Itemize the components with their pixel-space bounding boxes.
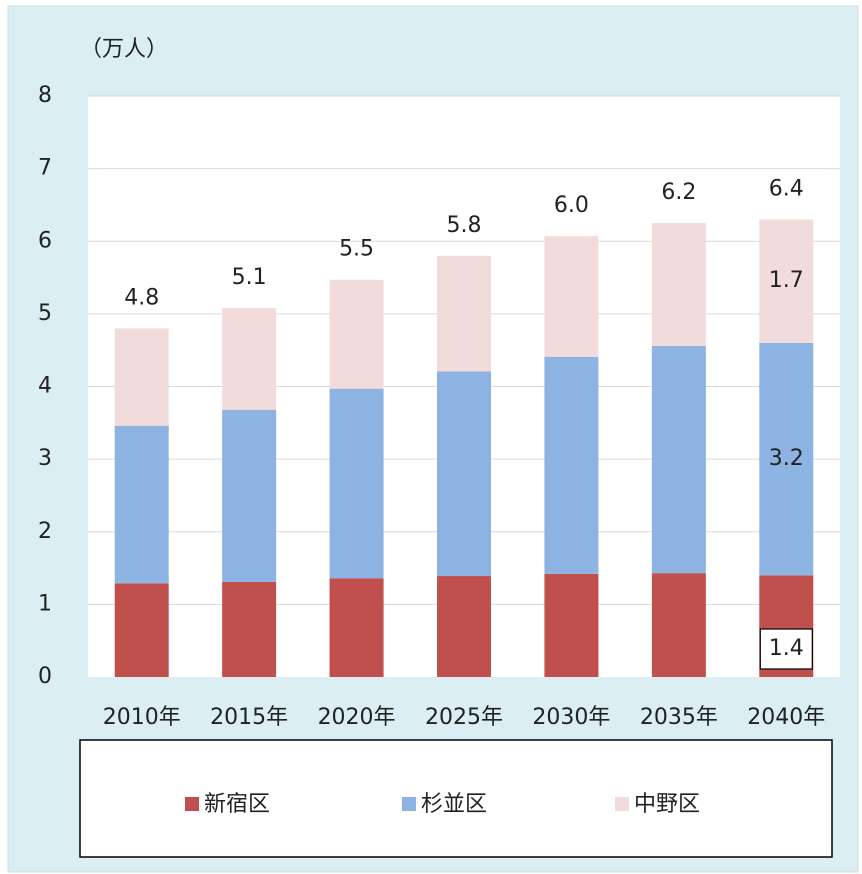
legend: [79, 739, 833, 858]
x-tick-label: 2035年: [640, 705, 718, 730]
x-tick-label: 2020年: [318, 705, 396, 730]
data-label: 3.2: [769, 446, 804, 471]
bar-segment: [759, 219, 814, 343]
bar-segment: [114, 425, 169, 584]
y-tick-label: 6: [38, 228, 52, 253]
total-label: 5.8: [447, 213, 482, 238]
bar-segment: [651, 345, 706, 574]
legend-swatch: [402, 797, 416, 811]
bar-segment: [222, 409, 277, 582]
y-tick-label: 4: [38, 374, 52, 399]
bar-segment: [544, 573, 599, 677]
total-label: 5.5: [339, 237, 374, 262]
total-label: 6.0: [554, 193, 589, 218]
y-tick-label: 7: [38, 156, 52, 181]
legend-swatch: [185, 797, 199, 811]
y-tick-label: 0: [38, 664, 52, 689]
bar-segment: [329, 388, 384, 579]
x-tick-label: 2040年: [747, 705, 825, 730]
bar-segment: [759, 342, 814, 576]
legend-swatch: [615, 797, 629, 811]
x-tick-label: 2030年: [532, 705, 610, 730]
bar-segment: [544, 356, 599, 574]
x-tick-label: 2025年: [425, 705, 503, 730]
unit-label: （万人）: [80, 37, 168, 62]
data-label-box: [759, 628, 813, 670]
bar-segment: [651, 573, 706, 677]
y-tick-label: 2: [38, 519, 52, 544]
bar-segment: [544, 236, 599, 357]
bar-segment: [114, 328, 169, 426]
x-tick-label: 2010年: [103, 705, 181, 730]
bar-segment: [437, 576, 491, 677]
y-tick-label: 1: [38, 591, 52, 616]
data-label: 1.7: [769, 268, 804, 293]
bar-segment: [437, 255, 491, 372]
bar-segment: [114, 583, 169, 677]
legend-label: 中野区: [634, 792, 700, 817]
bar-segment: [329, 279, 384, 389]
bar-segment: [222, 581, 277, 677]
bar-segment: [329, 578, 384, 677]
data-label: 1.4: [769, 636, 804, 661]
bar-segment: [437, 371, 491, 577]
legend-label: 杉並区: [421, 792, 487, 817]
legend-label: 新宿区: [204, 792, 270, 817]
total-label: 4.8: [124, 285, 159, 310]
bar-segment: [651, 223, 706, 346]
y-tick-label: 5: [38, 301, 52, 326]
bar-segment: [222, 308, 277, 410]
total-label: 5.1: [232, 265, 267, 290]
total-label: 6.4: [769, 176, 804, 201]
y-tick-label: 8: [38, 83, 52, 108]
x-tick-label: 2015年: [210, 705, 288, 730]
total-label: 6.2: [661, 180, 696, 205]
y-tick-label: 3: [38, 446, 52, 471]
